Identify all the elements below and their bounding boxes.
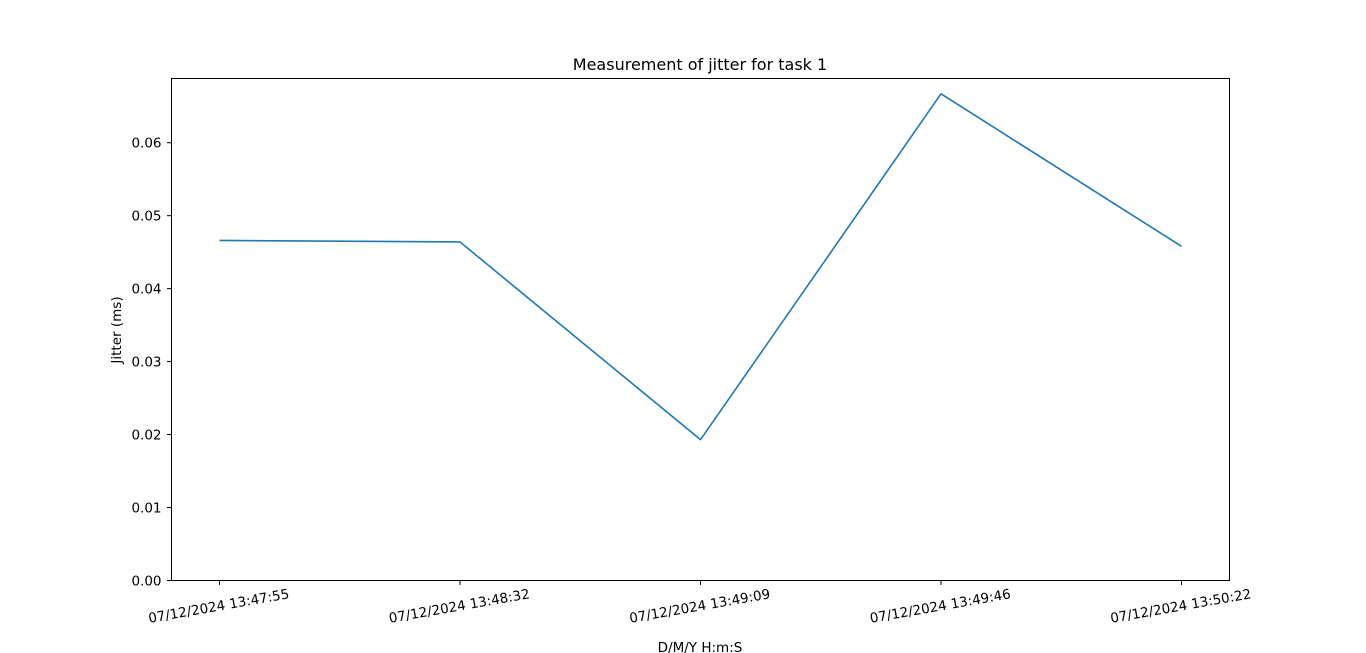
series-layer — [217, 91, 1184, 442]
y-tick-label: 0.06 — [131, 136, 161, 152]
y-tick-label: 0.04 — [131, 282, 161, 298]
data-point — [217, 238, 222, 243]
y-tick-label: 0.01 — [131, 501, 161, 517]
data-point — [458, 239, 463, 244]
y-axis-title: Jitter (ms) — [109, 296, 125, 364]
chart-title: Measurement of jitter for task 1 — [573, 55, 827, 74]
y-axis: 0.00 0.01 0.02 0.03 0.04 0.05 0.06 — [131, 136, 172, 590]
x-axis-title: D/M/Y H:m:S — [658, 640, 743, 653]
data-point — [1179, 244, 1184, 249]
data-point — [698, 437, 703, 442]
series-line — [219, 93, 1182, 441]
y-tick-label: 0.02 — [131, 428, 161, 444]
y-tick-label: 0.00 — [131, 574, 161, 590]
data-point — [939, 91, 944, 96]
y-tick-label: 0.05 — [131, 209, 161, 225]
y-tick-label: 0.03 — [131, 355, 161, 371]
